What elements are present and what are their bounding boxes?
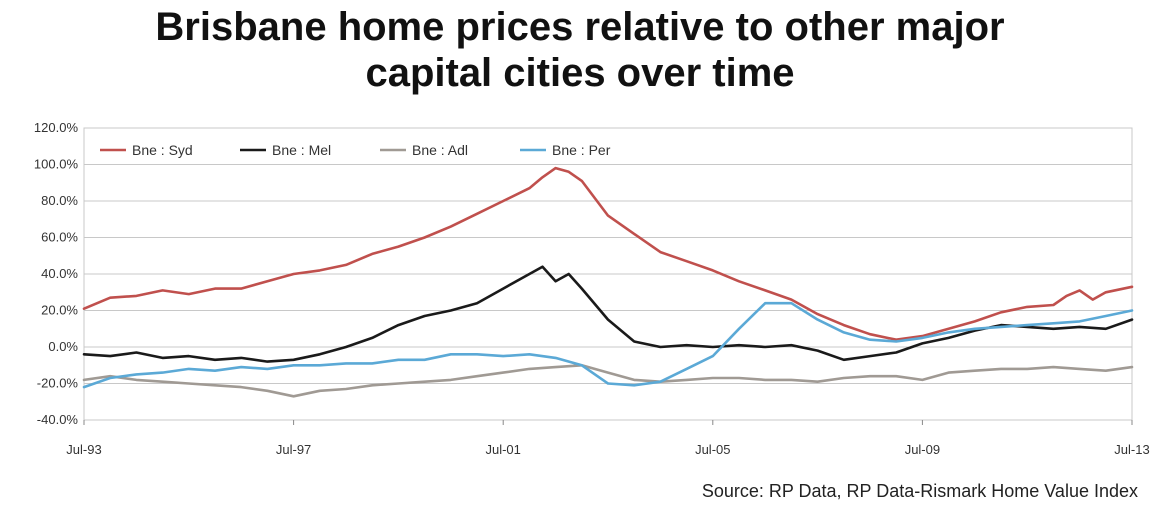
y-tick-label: -20.0% [37, 376, 79, 391]
y-tick-label: 40.0% [41, 266, 78, 281]
y-tick-label: 0.0% [48, 339, 78, 354]
legend-label: Bne : Mel [272, 142, 331, 158]
x-tick-label: Jul-01 [485, 442, 520, 457]
series-line-3 [82, 363, 1134, 398]
series-line-2 [82, 265, 1134, 363]
x-tick-label: Jul-13 [1114, 442, 1149, 457]
x-tick-label: Jul-05 [695, 442, 730, 457]
y-tick-label: 60.0% [41, 230, 78, 245]
legend-label: Bne : Syd [132, 142, 193, 158]
x-tick-label: Jul-09 [905, 442, 940, 457]
plot-area-border [83, 127, 1133, 421]
legend-label: Bne : Per [552, 142, 611, 158]
y-tick-label: -40.0% [37, 412, 79, 427]
y-tick-label: 80.0% [41, 193, 78, 208]
x-tick-label: Jul-93 [66, 442, 101, 457]
series-line-1 [82, 166, 1134, 342]
chart-title-line-2: capital cities over time [365, 51, 795, 95]
y-tick-label: 20.0% [41, 303, 78, 318]
legend-label: Bne : Adl [412, 142, 468, 158]
chart-title: Brisbane home prices relative to other m… [0, 4, 1160, 96]
source-note: Source: RP Data, RP Data-Rismark Home Va… [701, 481, 1138, 501]
chart-title-line-1: Brisbane home prices relative to other m… [155, 5, 1005, 49]
y-tick-label: 100.0% [34, 157, 79, 172]
series-line-4 [82, 301, 1134, 389]
x-tick-label: Jul-97 [276, 442, 311, 457]
y-tick-label: 120.0% [34, 120, 79, 135]
